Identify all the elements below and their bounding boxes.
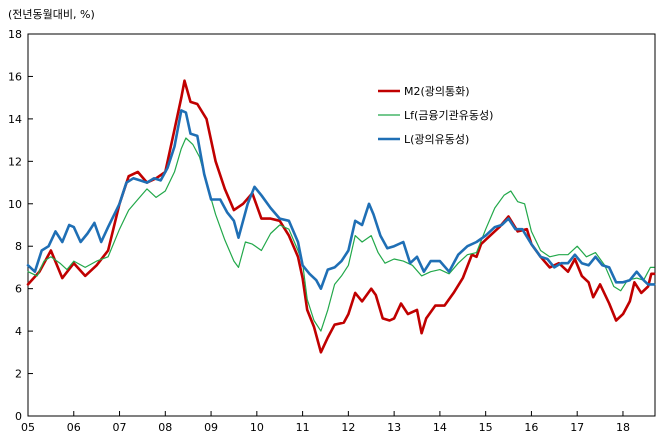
x-tick-label: 16 <box>524 421 538 434</box>
y-tick-label: 18 <box>8 28 22 41</box>
x-tick-label: 10 <box>250 421 264 434</box>
x-tick-label: 17 <box>570 421 584 434</box>
x-tick-label: 05 <box>21 421 35 434</box>
x-tick-label: 07 <box>113 421 127 434</box>
legend-label-3: L(광의유동성) <box>404 133 469 146</box>
y-tick-label: 10 <box>8 198 22 211</box>
x-tick-label: 11 <box>296 421 310 434</box>
x-tick-label: 14 <box>433 421 447 434</box>
y-tick-label: 2 <box>15 368 22 381</box>
legend: M2(광의통화) Lf(금융기관유동성) L(광의유동성) <box>378 85 493 146</box>
x-tick-label: 13 <box>387 421 401 434</box>
unit-label: (전년동월대비, %) <box>8 8 95 21</box>
y-tick-label: 8 <box>15 240 22 253</box>
series-line-1 <box>26 79 656 354</box>
legend-label-1: M2(광의통화) <box>404 85 470 98</box>
x-tick-label: 06 <box>67 421 81 434</box>
y-tick-label: 14 <box>8 113 22 126</box>
x-tick-label: 18 <box>616 421 630 434</box>
x-tick-label: 12 <box>341 421 355 434</box>
axes: 0 2 4 6 8 10 12 14 16 18 05 06 07 08 09 10 11 12 13 14 15 16 1… <box>8 28 656 434</box>
y-tick-label: 0 <box>15 410 22 423</box>
plot-frame <box>27 33 656 417</box>
series-lines <box>26 79 656 354</box>
y-tick-label: 16 <box>8 70 22 83</box>
series-line-2 <box>27 137 655 332</box>
x-tick-label: 15 <box>479 421 493 434</box>
x-tick-label: 08 <box>158 421 172 434</box>
y-tick-label: 6 <box>15 283 22 296</box>
series-line-3 <box>26 109 656 290</box>
legend-label-2: Lf(금융기관유동성) <box>404 109 493 122</box>
y-tick-label: 12 <box>8 155 22 168</box>
y-tick-label: 4 <box>15 325 22 338</box>
x-tick-label: 09 <box>204 421 218 434</box>
